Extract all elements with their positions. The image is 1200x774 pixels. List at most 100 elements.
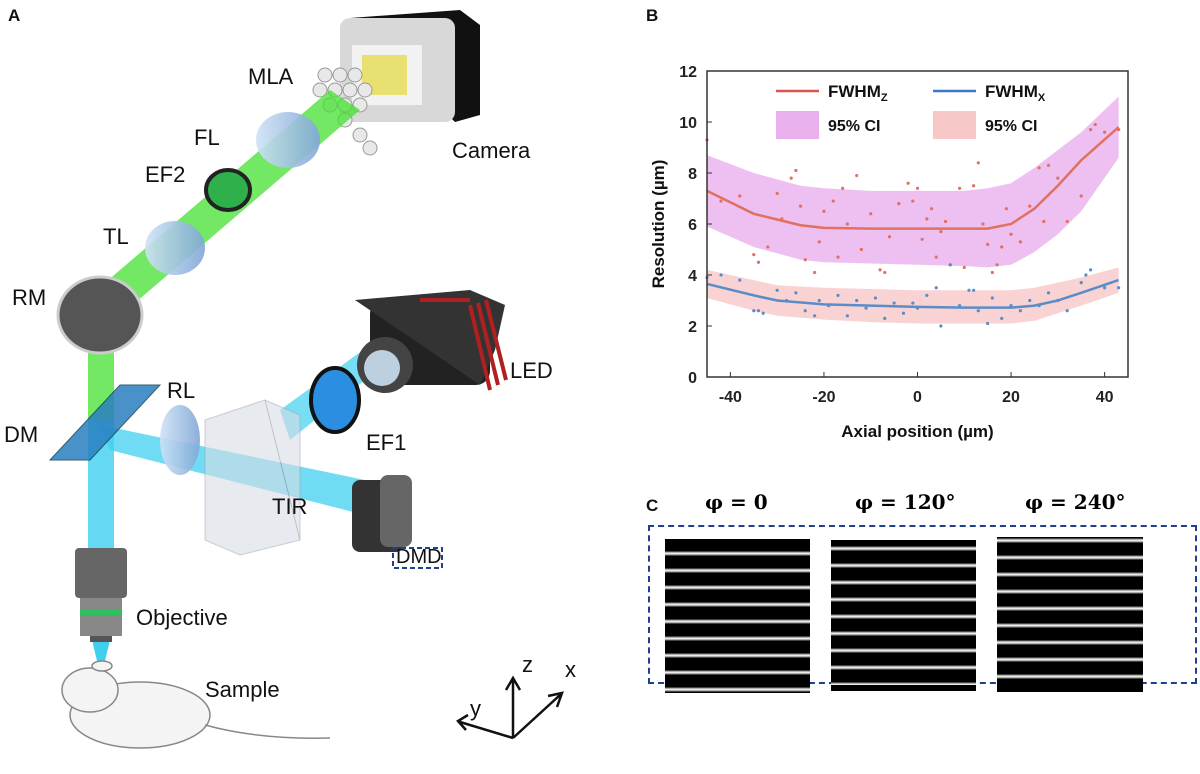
y-tick-label: 2 [688,319,697,336]
data-point-FWHMz [752,253,756,257]
data-point-FWHMz [943,219,948,224]
fringe-pattern-0 [665,539,810,693]
data-point-FWHMz [1093,122,1097,127]
data-point-FWHMx [1103,286,1107,290]
resolution-chart: -40 -20 0 20 40 0 2 4 6 8 10 12 FWHMZ FWHMX 95% CI 95%… [649,64,1129,441]
y-tick-label: 6 [688,217,697,234]
data-point-FWHMx [1084,273,1088,277]
led-icon [355,290,508,393]
data-point-FWHMx [911,301,915,305]
excitation-cone [92,640,110,665]
data-point-FWHMx [738,278,742,282]
data-point-FWHMx [939,324,943,328]
rm-mirror-icon [56,275,144,355]
label-ef2: EF2 [145,162,186,187]
data-point-FWHMz [789,176,793,180]
fl-lens-icon [256,112,320,168]
y-axis-label: Resolution (µm) [649,160,668,289]
legend-label: 95% CI [828,118,880,135]
data-point-FWHMz [887,235,892,239]
data-point-FWHMz [1042,219,1046,224]
data-point-FWHMx [925,293,929,297]
x-tick-label: 20 [1002,389,1020,406]
data-point-FWHMz [1079,194,1083,198]
data-point-FWHMz [1028,204,1032,208]
data-point-FWHMz [812,270,817,275]
fringe-pattern-240 [997,537,1143,692]
label-led: LED [510,358,553,383]
data-point-FWHMx [948,263,952,267]
x-axis-label: Axial position (µm) [841,422,993,441]
data-point-FWHMz [934,255,938,259]
rl-lens-icon [160,405,200,475]
panel-label-a: A [8,6,21,25]
data-point-FWHMx [990,296,994,300]
data-point-FWHMx [756,309,761,313]
data-point-FWHMx [901,311,906,315]
data-point-FWHMx [761,311,765,315]
label-ef1: EF1 [366,430,407,455]
data-point-FWHMz [1103,130,1107,134]
y-tick-label: 10 [679,115,697,132]
data-point-FWHMz [981,222,985,226]
data-point-FWHMx [836,293,840,297]
data-point-FWHMx [1088,268,1093,272]
y-tick-label: 4 [688,268,697,285]
panel-label-c: C [646,496,659,515]
axis-label-z: z [522,652,533,677]
pattern-title-240: φ = 240° [1025,490,1126,514]
data-point-FWHMz [929,207,934,211]
data-point-FWHMx [845,314,849,318]
ef2-filter-icon [204,168,252,212]
data-point-FWHMx [752,309,756,313]
pattern-title-120: φ = 120° [855,490,956,514]
label-dm: DM [4,422,39,447]
data-point-FWHMz [775,191,779,195]
data-point-FWHMz [817,240,821,244]
data-point-FWHMz [822,209,826,213]
data-point-FWHMz [1065,219,1069,224]
data-point-FWHMx [972,288,976,292]
tir-prism-icon [204,399,301,556]
data-point-FWHMx [775,288,779,292]
data-point-FWHMz [962,265,966,269]
label-mla: MLA [248,64,294,89]
data-point-FWHMx [967,288,971,292]
panel-label-b: B [646,6,659,25]
data-point-FWHMz [766,245,770,249]
legend-swatch [776,111,819,139]
data-point-FWHMz [719,199,723,203]
x-tick-label: -40 [719,389,742,406]
x-tick-label: 40 [1096,389,1114,406]
data-point-FWHMx [812,314,817,318]
data-point-FWHMz [972,184,976,188]
data-point-FWHMz [1056,176,1060,180]
data-point-FWHMx [864,306,868,310]
tl-lens-icon [145,221,205,275]
data-point-FWHMx [817,298,821,303]
legend-swatch [933,111,976,139]
data-point-FWHMz [1000,245,1004,249]
data-point-FWHMz [986,242,990,246]
data-point-FWHMz [1004,207,1008,211]
data-point-FWHMz [911,199,915,203]
data-point-FWHMz [1018,240,1023,244]
data-point-FWHMz [1046,163,1051,167]
axis-label-x: x [565,657,576,682]
label-tir: TIR [272,494,308,519]
data-point-FWHMz [883,270,887,275]
data-point-FWHMx [1079,281,1083,285]
data-point-FWHMz [878,268,882,272]
fit-line-FWHMx [706,278,1120,309]
ci-band-FWHMx [707,267,1119,324]
data-point-FWHMx [1046,291,1051,295]
data-point-FWHMx [892,301,896,305]
data-point-FWHMx [1117,286,1121,290]
data-point-FWHMx [1028,298,1032,303]
label-sample: Sample [205,677,280,702]
data-point-FWHMz [976,161,980,165]
data-point-FWHMz [831,199,835,203]
data-point-FWHMx [873,296,877,300]
dmd-icon [352,475,412,552]
ef1-filter-icon [309,366,361,434]
